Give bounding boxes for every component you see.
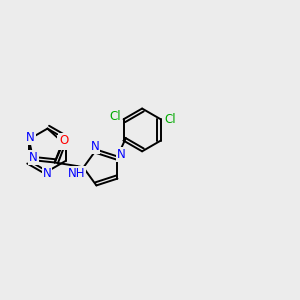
Text: N: N (43, 167, 51, 180)
Text: N: N (58, 136, 66, 149)
Text: N: N (91, 140, 99, 153)
Text: O: O (59, 134, 68, 147)
Text: N: N (26, 131, 35, 144)
Text: Cl: Cl (164, 113, 176, 126)
Text: N: N (117, 148, 125, 160)
Text: Cl: Cl (110, 110, 121, 123)
Text: NH: NH (68, 167, 85, 180)
Text: N: N (29, 152, 38, 164)
